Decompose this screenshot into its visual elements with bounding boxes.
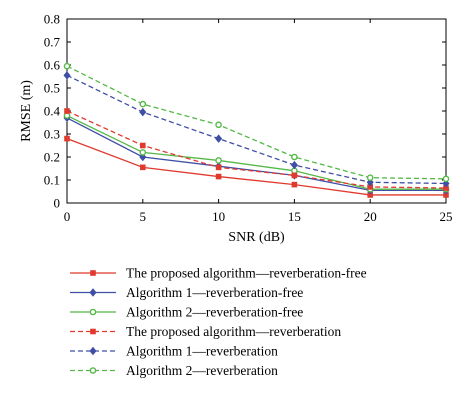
series-line: [66, 115, 446, 190]
legend-swatch-marker: [89, 346, 97, 356]
series-6: [63, 62, 450, 183]
data-point: [215, 173, 222, 180]
legend-item-2: Algorithm 1—reverberation-free: [70, 285, 303, 300]
legend-item-6: Algorithm 2—reverberation: [70, 363, 278, 378]
plot-frame: [66, 18, 447, 204]
legend-swatch-marker: [90, 328, 96, 335]
x-tick-label: 0: [64, 209, 71, 224]
axis-ticks: 0 0.1 0.2 0.3 0.4 0.5 0.6 0.7 0.8 0 5 10 15 20 25: [44, 12, 453, 225]
series-line: [66, 65, 447, 180]
legend-swatch-marker: [89, 308, 97, 316]
series-5: [63, 71, 450, 188]
y-tick-label: 0.8: [44, 12, 60, 27]
legend-label: Algorithm 2—reverberation: [126, 363, 278, 378]
data-point: [291, 153, 298, 161]
legend-label: Algorithm 1—reverberation: [126, 344, 278, 359]
y-tick-label: 0.2: [44, 150, 60, 165]
legend-label: Algorithm 1—reverberation-free: [126, 285, 303, 300]
legend-item-1: The proposed algorithm—reverberation-fre…: [70, 266, 367, 281]
data-point: [139, 100, 147, 108]
data-point: [63, 62, 71, 70]
data-point: [291, 172, 298, 179]
legend-label: The proposed algorithm—reverberation-fre…: [126, 266, 367, 281]
legend-swatch-marker: [90, 270, 96, 276]
legend-swatch-marker: [89, 367, 97, 374]
legend-label: The proposed algorithm—reverberation: [126, 324, 341, 339]
y-tick-label: 0.3: [44, 127, 60, 142]
data-point: [64, 135, 70, 142]
y-tick-label: 0.4: [44, 104, 61, 119]
x-tick-label: 15: [288, 209, 301, 224]
data-point: [139, 107, 147, 117]
legend: The proposed algorithm—reverberation-fre…: [70, 266, 367, 378]
series-4: [64, 108, 449, 191]
legend-swatch-marker: [89, 288, 97, 297]
data-point: [290, 160, 298, 170]
legend-item-3: Algorithm 2—reverberation-free: [70, 305, 303, 320]
data-point: [63, 71, 71, 80]
series-line: [66, 117, 446, 192]
y-tick-label: 0.5: [44, 81, 60, 96]
x-tick-label: 25: [440, 209, 453, 224]
y-axis-label: RMSE (m): [19, 80, 34, 142]
y-tick-label: 0.1: [44, 173, 60, 188]
data-point: [215, 134, 223, 143]
data-point: [215, 164, 222, 171]
series-1: [64, 135, 449, 198]
series-2: [63, 113, 450, 195]
series-line: [66, 74, 447, 185]
y-tick-label: 0.6: [44, 58, 61, 73]
data-point: [215, 121, 222, 129]
series-line: [66, 137, 446, 196]
x-tick-label: 5: [140, 209, 147, 224]
y-tick-label: 0: [54, 196, 61, 211]
y-tick-label: 0.7: [44, 35, 61, 50]
data-point: [140, 142, 146, 149]
legend-label: Algorithm 2—reverberation-free: [126, 305, 303, 320]
data-point: [291, 181, 298, 188]
data-point: [215, 157, 222, 164]
data-point: [442, 179, 450, 188]
data-point: [442, 175, 450, 183]
data-point: [139, 149, 147, 156]
x-tick-label: 10: [212, 209, 225, 224]
x-axis-label: SNR (dB): [228, 230, 285, 245]
data-point: [140, 164, 146, 171]
data-point: [64, 108, 70, 114]
legend-item-5: Algorithm 1—reverberation: [70, 344, 278, 359]
x-tick-label: 20: [364, 209, 377, 224]
series-line: [66, 110, 447, 189]
plot-area: [66, 18, 447, 204]
data-point: [366, 174, 374, 181]
legend-item-4: The proposed algorithm—reverberation: [70, 324, 341, 339]
series-group: [63, 62, 450, 198]
